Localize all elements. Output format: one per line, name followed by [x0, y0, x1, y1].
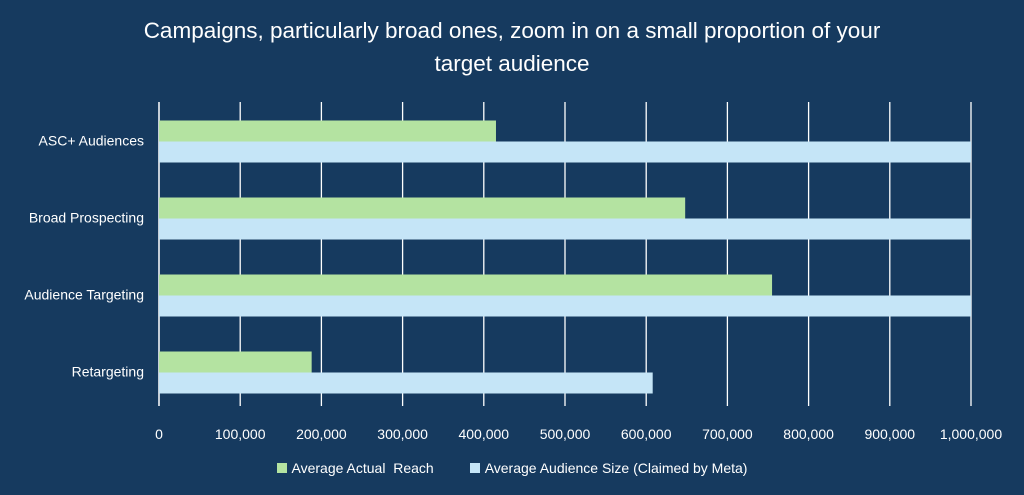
chart-title-line-2: target audience: [434, 51, 590, 76]
x-tick-label: 800,000: [783, 426, 834, 442]
legend-swatch-audience-size: [469, 463, 480, 473]
x-tick-label: 400,000: [458, 426, 509, 442]
x-tick-label: 300,000: [377, 426, 428, 442]
legend-item-actual-reach: Average Actual Reach: [276, 460, 434, 476]
legend-label-audience-size: Average Audience Size (Claimed by Meta): [484, 460, 748, 476]
y-category-label: Broad Prospecting: [29, 210, 144, 226]
legend-swatch-actual-reach: [276, 463, 287, 473]
bar-audience-size: [159, 295, 971, 317]
bar-actual-reach: [159, 197, 686, 219]
x-tick-label: 600,000: [621, 426, 672, 442]
legend-item-audience-size: Average Audience Size (Claimed by Meta): [469, 460, 748, 476]
chart-title-line-1: Campaigns, particularly broad ones, zoom…: [143, 18, 881, 43]
chart-legend: Average Actual Reach Average Audience Si…: [0, 460, 1024, 476]
bar-actual-reach: [159, 120, 496, 142]
x-tick-label: 700,000: [702, 426, 753, 442]
x-tick-label: 900,000: [864, 426, 915, 442]
x-tick-label: 0: [155, 426, 163, 442]
y-category-label: Retargeting: [72, 364, 144, 380]
bar-audience-size: [159, 141, 971, 163]
bar-actual-reach: [159, 274, 773, 296]
bar-actual-reach: [159, 351, 312, 373]
legend-label-actual-reach: Average Actual Reach: [291, 460, 434, 476]
chart-title: Campaigns, particularly broad ones, zoom…: [0, 14, 1024, 80]
x-tick-label: 1,000,000: [940, 426, 1002, 442]
x-tick-label: 500,000: [540, 426, 591, 442]
x-tick-label: 100,000: [215, 426, 266, 442]
bar-audience-size: [159, 372, 653, 394]
bar-audience-size: [159, 218, 971, 240]
y-category-label: Audience Targeting: [24, 287, 144, 303]
y-category-label: ASC+ Audiences: [39, 133, 144, 149]
x-tick-label: 200,000: [296, 426, 347, 442]
